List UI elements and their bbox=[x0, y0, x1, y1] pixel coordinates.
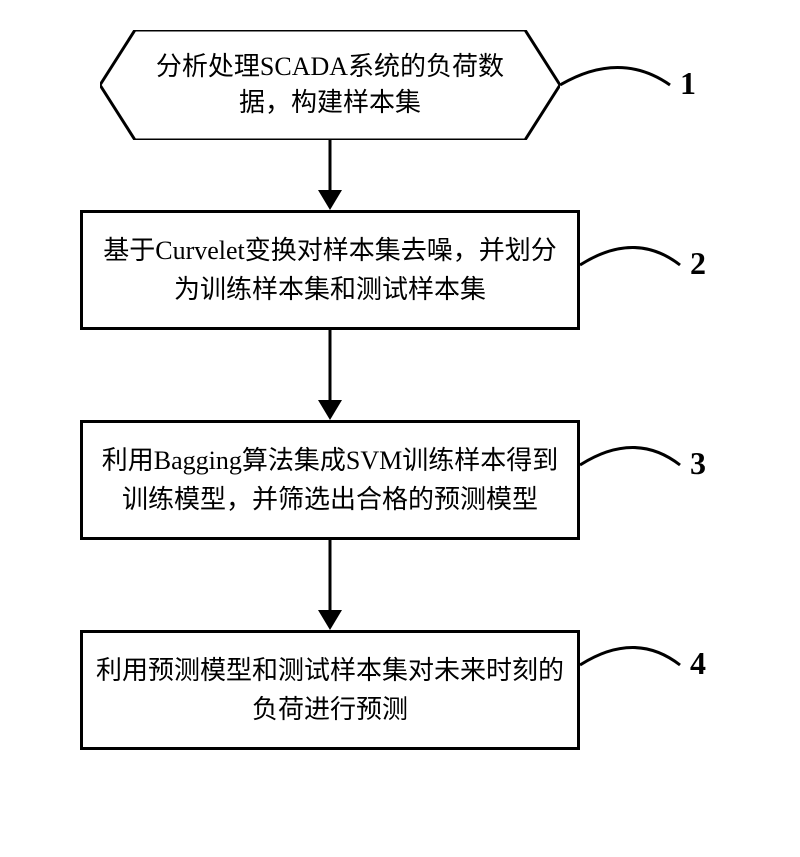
arrow-3-4 bbox=[60, 540, 600, 630]
label-connector-3 bbox=[580, 430, 730, 510]
arrow-line bbox=[329, 140, 332, 192]
node-1-label: 1 bbox=[680, 65, 696, 102]
flow-node-1: 分析处理SCADA系统的负荷数据，构建样本集 bbox=[100, 30, 560, 140]
label-connector-4 bbox=[580, 630, 730, 710]
arrow-2-3 bbox=[60, 330, 600, 420]
flow-node-4: 利用预测模型和测试样本集对未来时刻的负荷进行预测 bbox=[80, 630, 580, 750]
node-4-label: 4 bbox=[690, 645, 706, 682]
flowchart-container: 分析处理SCADA系统的负荷数据，构建样本集 1 基于Curvelet变换对样本… bbox=[60, 30, 740, 750]
label-connector-2 bbox=[580, 230, 730, 310]
node-2-label: 2 bbox=[690, 245, 706, 282]
arrow-head-icon bbox=[318, 190, 342, 210]
node-3-label: 3 bbox=[690, 445, 706, 482]
arrow-line bbox=[329, 540, 332, 612]
arrow-1-2 bbox=[60, 140, 600, 210]
arrow-head-icon bbox=[318, 400, 342, 420]
node-1-text: 分析处理SCADA系统的负荷数据，构建样本集 bbox=[140, 30, 520, 140]
flow-node-3: 利用Bagging算法集成SVM训练样本得到训练模型，并筛选出合格的预测模型 bbox=[80, 420, 580, 540]
arrow-head-icon bbox=[318, 610, 342, 630]
flow-node-2: 基于Curvelet变换对样本集去噪，并划分为训练样本集和测试样本集 bbox=[80, 210, 580, 330]
arrow-line bbox=[329, 330, 332, 402]
